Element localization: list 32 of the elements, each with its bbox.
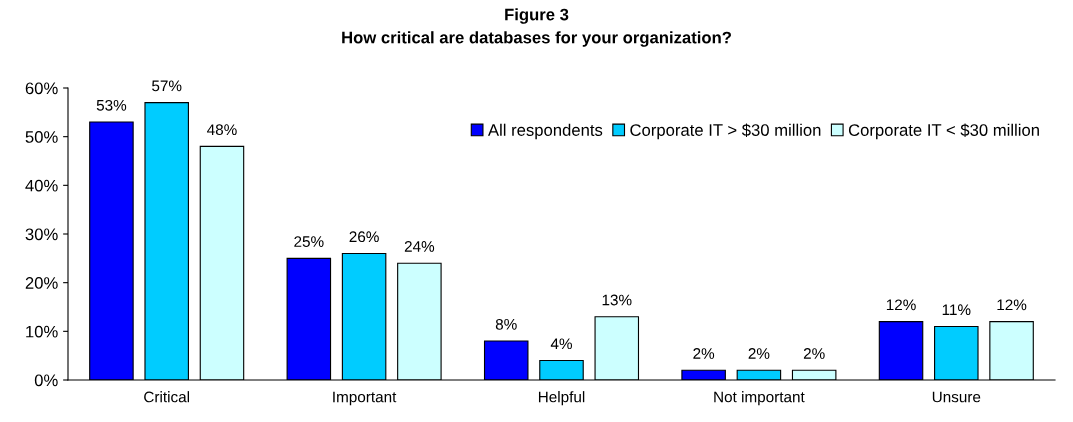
chart-subtitle: How critical are databases for your organization? [342, 31, 731, 47]
x-tick-label: Critical [144, 391, 190, 403]
y-tick-label: 30% [25, 228, 58, 241]
data-label: 13% [602, 294, 632, 306]
data-label: 26% [349, 231, 379, 243]
y-tick-label: 60% [25, 82, 58, 95]
y-tick-label: 40% [25, 179, 58, 192]
legend-label: Corporate IT < $30 million [848, 123, 1039, 140]
y-tick-label: 10% [26, 325, 58, 338]
data-label: 8% [495, 318, 517, 330]
y-tick-label: 0% [34, 374, 58, 387]
data-label: 24% [404, 241, 435, 252]
x-tick-label: Not important [714, 391, 805, 406]
x-tick-label: Important [333, 391, 397, 406]
y-tick-label: 20% [25, 277, 58, 289]
data-label: 25% [294, 236, 324, 247]
data-label: 48% [207, 124, 237, 136]
x-tick-label: Unsure [932, 391, 981, 403]
data-label: 12% [886, 299, 916, 311]
legend-label: Corporate IT > $30 million [630, 123, 821, 140]
data-label: 53% [96, 99, 127, 111]
data-label: 2% [803, 348, 825, 359]
data-label: 2% [693, 348, 715, 359]
data-label: 2% [748, 348, 770, 359]
chart-title: Figure 3 [505, 8, 569, 24]
data-label: 4% [550, 338, 572, 350]
data-label: 12% [997, 299, 1027, 311]
y-tick-label: 50% [25, 131, 58, 143]
legend-label: All respondents [487, 123, 603, 140]
data-label: 57% [152, 80, 182, 92]
x-tick-label: Helpful [538, 391, 585, 406]
data-label: 11% [942, 304, 971, 316]
